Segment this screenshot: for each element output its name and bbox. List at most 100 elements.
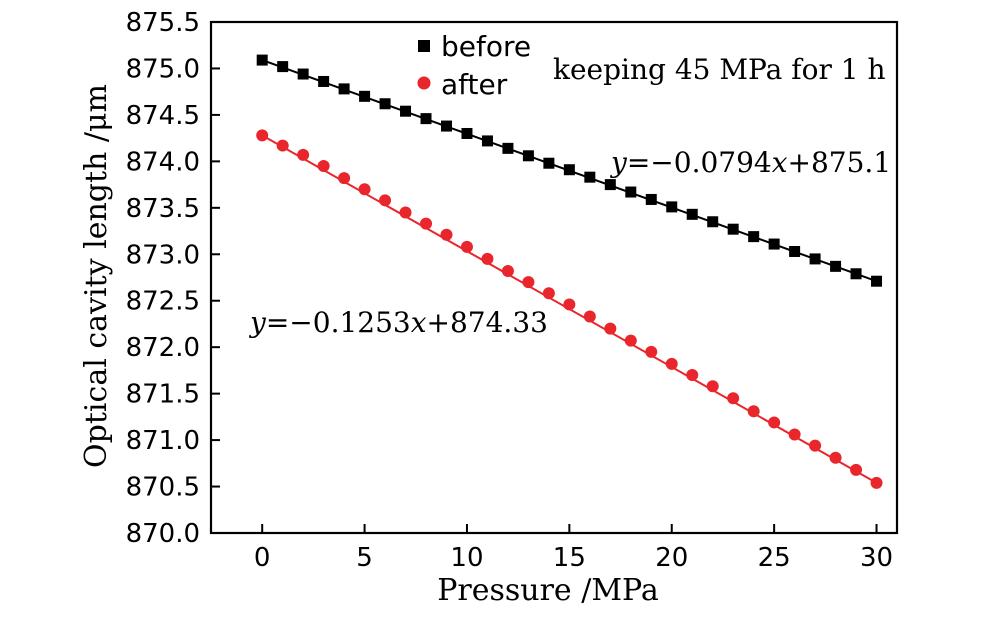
point-before [256,54,268,66]
point-before [748,231,760,243]
point-after [563,298,576,311]
eq-before-intercept: +875.1 [788,146,892,179]
point-after [420,217,433,230]
tick-marks: 0 5 10 15 20 25 30 870.0 870.5 871.0 871.5 872.0 872… [126,8,894,573]
point-after [768,416,781,429]
eq-after-x: x [411,306,427,339]
point-before [850,268,862,280]
y-tick-label: 870.5 [126,473,200,503]
point-before [440,120,452,132]
point-after [583,310,596,323]
point-after [604,322,617,335]
point-before [400,105,412,117]
point-before [789,245,801,257]
point-after [665,357,678,370]
point-after [317,160,330,173]
point-after [747,405,760,418]
y-tick-label: 870.0 [126,519,200,549]
point-after [379,194,392,207]
point-after [809,439,822,452]
point-before [522,150,534,162]
y-axis-title: Optical cavity length /μm [79,84,114,468]
point-after [276,139,289,152]
y-tick-label: 872.5 [126,287,200,317]
x-tick-label: 10 [450,543,483,573]
point-before [481,135,493,147]
y-tick-label: 874.0 [126,147,200,177]
x-tick-label: 25 [758,543,791,573]
point-after [706,380,719,393]
point-after [297,148,310,161]
point-after [542,287,555,300]
legend-label-after: after [441,68,508,101]
point-before [584,171,596,183]
plot-frame [209,20,899,535]
point-after [501,264,514,277]
condition-annotation: keeping 45 MPa for 1 h [553,53,885,86]
point-after [829,451,842,464]
point-after [645,345,658,358]
point-after [686,369,699,382]
eq-after-y: y [248,306,267,339]
point-after [850,463,863,476]
point-after [338,172,351,185]
point-after [358,183,371,196]
fit-equation-after: y=−0.1253x+874.33 [248,306,548,339]
y-tick-label: 871.5 [126,380,200,410]
fit-lines [261,59,878,484]
point-before [318,75,330,87]
axes [209,20,899,535]
eq-before-slope: =−0.0794 [627,146,772,179]
point-after [624,334,637,347]
point-before [543,157,555,169]
point-after [460,240,473,253]
legend: before after [417,30,531,101]
legend-marker-before [418,40,430,52]
y-tick-label: 872.0 [126,333,200,363]
point-before [645,193,657,205]
eq-before-y: y [609,146,628,179]
point-before [277,61,289,73]
x-tick-label: 20 [655,543,688,573]
eq-after-slope: =−0.1253 [266,306,411,339]
eq-before-x: x [772,146,788,179]
point-before [359,90,371,102]
fit-equation-before: y=−0.0794x+875.1 [609,146,891,179]
point-before [727,223,739,235]
point-before [707,216,719,228]
point-before [420,113,432,125]
y-tick-label: 873.0 [126,240,200,270]
x-tick-label: 0 [254,543,271,573]
point-before [768,238,780,250]
x-axis-title: Pressure /MPa [437,573,659,608]
point-after [481,252,494,265]
y-tick-label: 874.5 [126,101,200,131]
eq-after-intercept: +874.33 [427,306,548,339]
point-before [686,208,698,220]
point-after [870,476,883,489]
point-after [440,228,453,241]
point-before [809,253,821,265]
point-before [338,83,350,95]
legend-marker-after [417,76,431,90]
point-before [502,142,514,154]
x-tick-label: 5 [356,543,373,573]
point-before [871,275,883,287]
point-after [522,276,535,289]
point-before [604,179,616,191]
point-before [563,164,575,176]
y-tick-label: 875.5 [126,8,200,38]
y-tick-label: 875.0 [126,54,200,84]
point-before [830,260,842,272]
point-after [788,428,801,441]
y-tick-label: 871.0 [126,426,200,456]
x-tick-label: 15 [553,543,586,573]
point-before [625,186,637,198]
y-tick-label: 873.5 [126,194,200,224]
point-before [666,201,678,213]
point-before [461,127,473,139]
point-after [727,392,740,405]
legend-label-before: before [441,30,531,63]
